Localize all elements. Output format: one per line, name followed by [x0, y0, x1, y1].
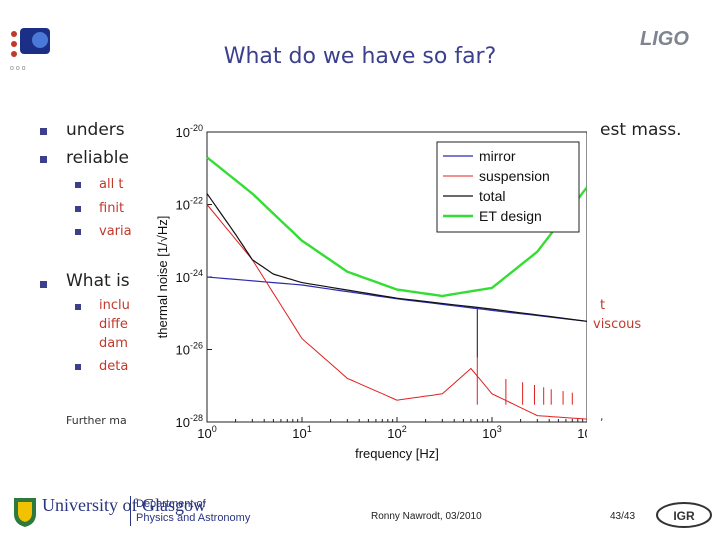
dept-line-2: Physics and Astronomy [136, 512, 251, 524]
sub-bullet-4-tail: t [600, 298, 606, 313]
sub-bullet-4: inclu [99, 298, 130, 313]
series-line-suspension [206, 204, 588, 420]
sub-bullet-marker [75, 229, 81, 235]
university-name: University of Glasgow [42, 495, 206, 515]
series-line-total [206, 193, 588, 322]
ligo-logo: LIGO [640, 28, 689, 50]
page-number: 43/43 [610, 511, 636, 522]
sub-bullet-4-line2: diffe [99, 317, 128, 332]
legend-box [436, 141, 580, 233]
sub-bullet-2: finit [99, 201, 125, 216]
sub-bullet-marker [75, 206, 81, 212]
legend-label: suspension [479, 168, 550, 184]
sub-bullet-marker [75, 182, 81, 188]
x-tick-label: 102 [387, 424, 406, 441]
x-tick-label: 101 [292, 424, 311, 441]
dept-line-1: Department of [136, 498, 206, 510]
logo-divider [130, 496, 131, 526]
bullet-marker [40, 128, 47, 135]
sub-bullet-marker [75, 304, 81, 310]
glasgow-crest-icon [14, 498, 36, 527]
sub-bullet-1: all t [99, 177, 124, 192]
further-tail: , [600, 410, 604, 423]
igr-logo-text: IGR [673, 509, 695, 523]
sub-bullet-4-tail2: viscous [593, 317, 642, 332]
sub-bullet-marker [75, 364, 81, 370]
y-tick-label: 10-28 [176, 413, 203, 430]
y-tick-label: 10-20 [176, 123, 203, 140]
y-tick-label: 10-26 [176, 341, 203, 358]
bullet-text-2: reliable [66, 148, 129, 168]
series-line-et-design [206, 156, 588, 298]
legend-label: total [479, 188, 505, 204]
glasgow-logo: University of Glasgow Department of Phys… [12, 496, 262, 530]
chart-panel: 100 101 102 103 104 10-20 10-22 10-24 10-26 10-28… [147, 120, 597, 470]
legend-label: mirror [479, 148, 516, 164]
x-tick-label: 100 [197, 424, 216, 441]
sub-bullet-4-line3: dam [99, 336, 128, 351]
x-axis-label: frequency [Hz] [355, 446, 439, 461]
legend-label: ET design [479, 208, 542, 224]
bullet-text-3: What is [66, 271, 130, 291]
thermal-noise-chart: 100 101 102 103 104 10-20 10-22 10-24 10-26 10-28… [155, 123, 597, 461]
y-tick-label: 10-22 [176, 196, 203, 213]
svg-text:o o o: o o o [10, 65, 26, 72]
further-text: Further ma [66, 414, 127, 427]
conference-logo: o o o [10, 28, 50, 72]
igr-logo: IGR [656, 502, 712, 528]
y-axis-label: thermal noise [1/√Hz] [155, 216, 170, 339]
bullet-marker [40, 156, 47, 163]
bullet-text-1-tail: est mass. [600, 120, 682, 140]
slide-title: What do we have so far? [223, 44, 497, 69]
x-tick-label: 104 [577, 424, 587, 441]
footer-author-date: Ronny Nawrodt, 03/2010 [371, 511, 482, 522]
x-tick-label: 103 [482, 424, 501, 441]
sub-bullet-5: deta [99, 359, 129, 374]
y-tick-label: 10-24 [176, 268, 203, 285]
bullet-text-1: unders [66, 120, 125, 140]
series-line-mirror [206, 276, 588, 322]
bullet-marker [40, 281, 47, 288]
sub-bullet-3: varia [99, 224, 132, 239]
